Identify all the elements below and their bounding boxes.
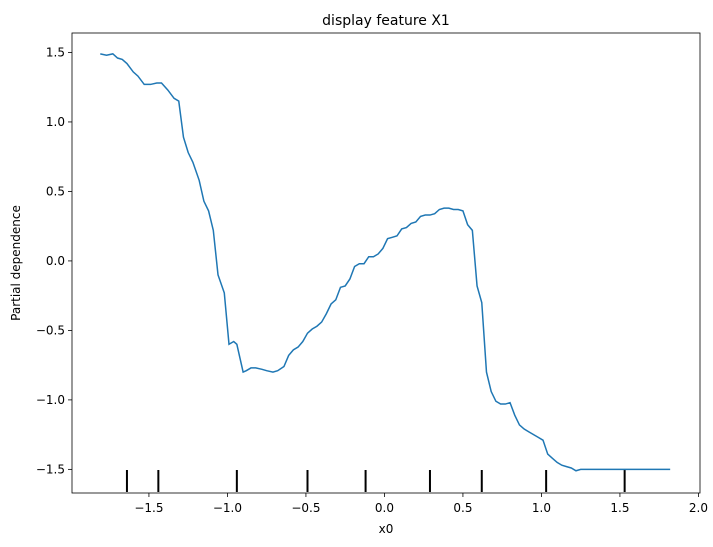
- plot-area: [71, 32, 701, 494]
- y-tick-label-4: 0.5: [46, 184, 65, 198]
- y-axis: −1.5 −1.0 −0.5 0.0 0.5 1.0 1.5: [36, 45, 72, 476]
- x-tick-label-3: 0.0: [375, 501, 394, 515]
- x-tick-label-6: 1.5: [610, 501, 629, 515]
- y-tick-label-1: −1.0: [36, 393, 65, 407]
- y-tick-label-0: −1.5: [36, 462, 65, 476]
- x-tick-label-4: 0.5: [453, 501, 472, 515]
- series-line: [100, 53, 671, 472]
- x-tick-label-2: −0.5: [291, 501, 320, 515]
- x-tick-label-5: 1.0: [532, 501, 551, 515]
- plot-frame: [71, 32, 701, 494]
- decile-ticks: [125, 470, 626, 492]
- x-tick-label-1: −1.0: [213, 501, 242, 515]
- y-tick-label-5: 1.0: [46, 115, 65, 129]
- y-axis-label: Partial dependence: [9, 205, 23, 321]
- y-tick-label-3: 0.0: [46, 254, 65, 268]
- chart-title: display feature X1: [322, 13, 450, 29]
- y-tick-label-2: −0.5: [36, 323, 65, 337]
- x-axis: −1.5 −1.0 −0.5 0.0 0.5 1.0 1.5 2.0: [134, 493, 708, 515]
- x-axis-label: x0: [379, 522, 394, 536]
- x-tick-label-7: 2.0: [689, 501, 708, 515]
- y-tick-label-6: 1.5: [46, 45, 65, 59]
- x-tick-label-0: −1.5: [134, 501, 163, 515]
